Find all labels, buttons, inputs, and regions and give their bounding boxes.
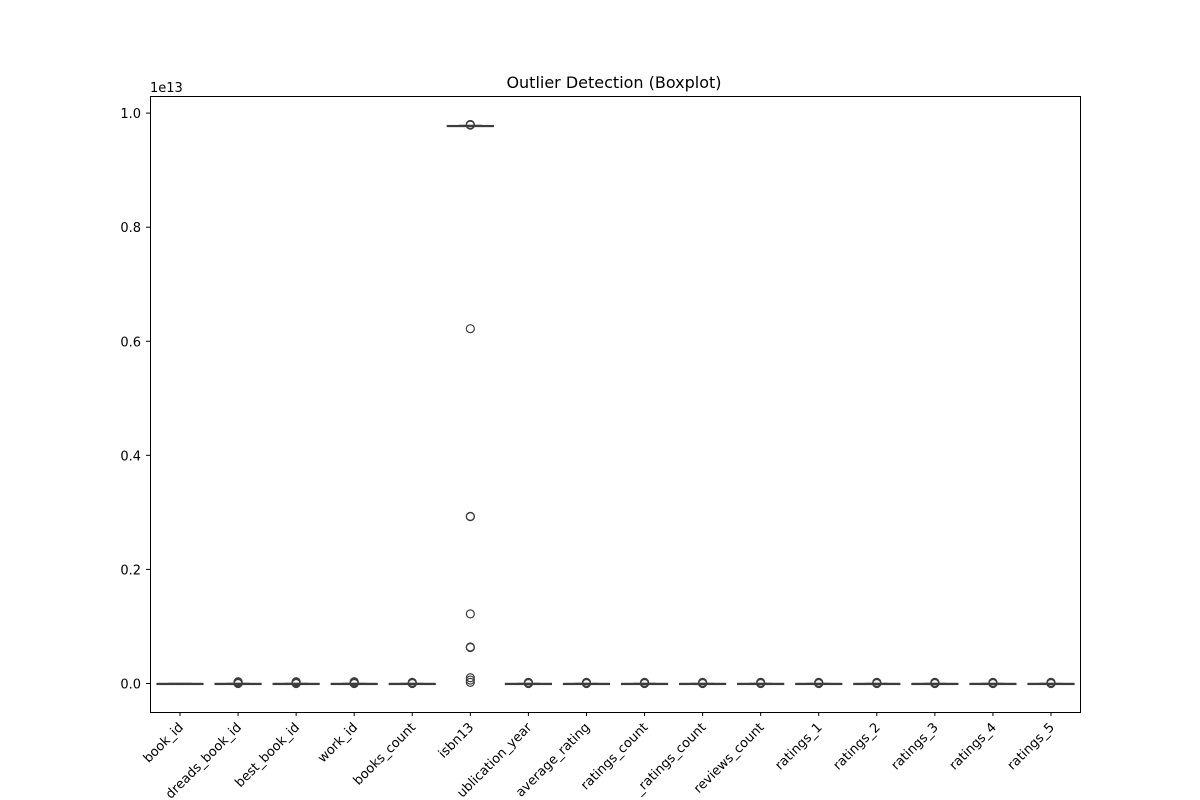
y-tick-label: 0.0 [120, 677, 141, 692]
y-tick-label: 0.4 [120, 449, 141, 464]
outlier-point [930, 677, 940, 687]
outlier-point [465, 675, 475, 685]
y-axis-offset-label: 1e13 [150, 81, 183, 96]
outlier-point [233, 677, 243, 687]
box-goodreads_book_id [214, 677, 262, 689]
outlier-point [988, 677, 998, 687]
outlier-point [465, 324, 475, 334]
outlier-point [465, 677, 475, 687]
x-category-label: ratings_5 [1005, 720, 1058, 773]
box-best_book_id [272, 677, 320, 689]
outlier-point [1046, 677, 1056, 687]
outlier-point [465, 120, 475, 130]
outlier-point [407, 677, 417, 687]
outlier-point [349, 677, 359, 687]
x-category-label: ratings_1 [772, 720, 825, 773]
box-work_text_reviews_count [737, 677, 785, 689]
box-original_publication_year [504, 677, 552, 689]
x-category-label: ratings_2 [831, 720, 884, 773]
box-isbn13 [446, 119, 494, 687]
outlier-point [465, 512, 475, 522]
box-ratings_2 [853, 677, 901, 689]
outlier-point [872, 677, 882, 687]
plot-area [156, 119, 1075, 689]
x-category-label: ratings_4 [947, 720, 1000, 773]
axes-frame [150, 96, 1081, 713]
y-tick-label: 0.2 [120, 563, 141, 578]
x-category-label: books_count [351, 720, 419, 788]
box-ratings_5 [1027, 677, 1075, 689]
outlier-point [581, 677, 592, 687]
box-work_id [330, 677, 378, 689]
outlier-point [756, 677, 766, 687]
y-tick-label: 0.8 [120, 221, 141, 236]
box-books_count [388, 677, 436, 689]
y-tick-label: 0.6 [120, 335, 141, 350]
outlier-point [814, 677, 824, 687]
outlier-point [465, 642, 475, 653]
outlier-point [639, 677, 650, 687]
box-ratings_4 [969, 677, 1017, 689]
outlier-point [697, 677, 708, 687]
box-book_id [156, 682, 204, 686]
chart-title: Outlier Detection (Boxplot) [506, 73, 721, 92]
box-average_rating [562, 677, 611, 689]
box-ratings_3 [911, 677, 959, 689]
x-category-label: book_id [141, 720, 187, 766]
x-category-label: isbn13 [436, 720, 477, 761]
box-ratings_count [620, 677, 669, 689]
y-tick-label: 1.0 [120, 107, 141, 122]
x-category-label: work_id [315, 720, 361, 766]
outlier-point [523, 677, 534, 687]
box-work_ratings_count [678, 677, 727, 689]
y-axis: 0.0 0.2 0.4 0.6 0.8 1.0 [120, 107, 150, 692]
x-category-label: ratings_3 [889, 720, 942, 773]
outlier-point [465, 609, 475, 619]
box-ratings_1 [795, 677, 843, 689]
outlier-point [291, 677, 301, 687]
outlier-point [465, 673, 475, 683]
